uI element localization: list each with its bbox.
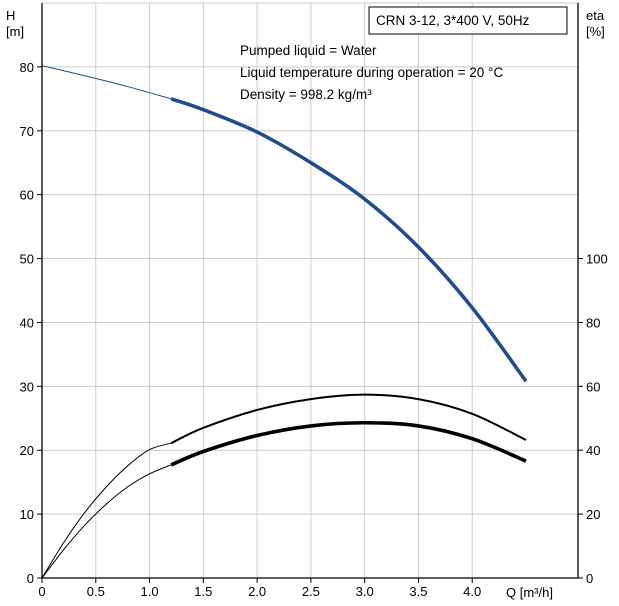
x-tick-label: 3.5 [409,584,427,599]
y-left-tick-label: 20 [20,443,34,458]
data-series [41,65,528,579]
efficiency-curve-medium [170,393,527,445]
y-left-tick-label: 10 [20,507,34,522]
grid [42,2,578,578]
y-left-tick-label: 70 [20,124,34,139]
x-tick-label: 2.0 [248,584,266,599]
right-axis-label-line1: eta [586,8,605,23]
y-right-tick-label: 60 [586,379,600,394]
x-tick-label: 4.0 [463,584,481,599]
x-tick-label: 0.5 [87,584,105,599]
y-right-tick-label: 0 [586,571,593,586]
efficiency-curve-thin [41,464,172,579]
x-axis-label: Q [m³/h] [506,585,553,600]
efficiency-curve-thick [170,420,527,467]
y-left-tick-label: 50 [20,252,34,267]
head-curve-thin [41,65,172,100]
annotation-density: Density = 998.2 kg/m³ [240,87,372,102]
annotation-temperature: Liquid temperature during operation = 20… [240,65,503,80]
axes [37,3,583,583]
title-box [368,6,568,35]
x-tick-label: 3.0 [356,584,374,599]
x-tick-label: 1.5 [194,584,212,599]
efficiency-curve-thin [41,442,172,579]
y-right-tick-label: 20 [586,507,600,522]
tick-labels: 0 0.5 1.0 1.5 2.0 2.5 3.0 3.5 4.0 0 10 20 30 40 50 60 70… [20,60,608,599]
y-left-tick-label: 80 [20,60,34,75]
x-tick-label: 0 [38,584,45,599]
left-axis-label-line1: H [6,8,15,23]
head-curve-thick [170,97,528,383]
y-left-tick-label: 40 [20,315,34,330]
left-axis-label-line2: [m] [6,24,24,39]
y-left-tick-label: 60 [20,188,34,203]
x-tick-label: 1.0 [141,584,159,599]
y-right-tick-label: 100 [586,252,608,267]
annotation-liquid: Pumped liquid = Water [240,43,377,58]
right-axis-label-line2: [%] [586,24,605,39]
y-right-tick-label: 40 [586,443,600,458]
y-left-tick-label: 0 [27,571,34,586]
y-right-tick-label: 80 [586,315,600,330]
y-left-tick-label: 30 [20,379,34,394]
chart-title: CRN 3-12, 3*400 V, 50Hz [376,13,530,28]
x-tick-label: 2.5 [302,584,320,599]
